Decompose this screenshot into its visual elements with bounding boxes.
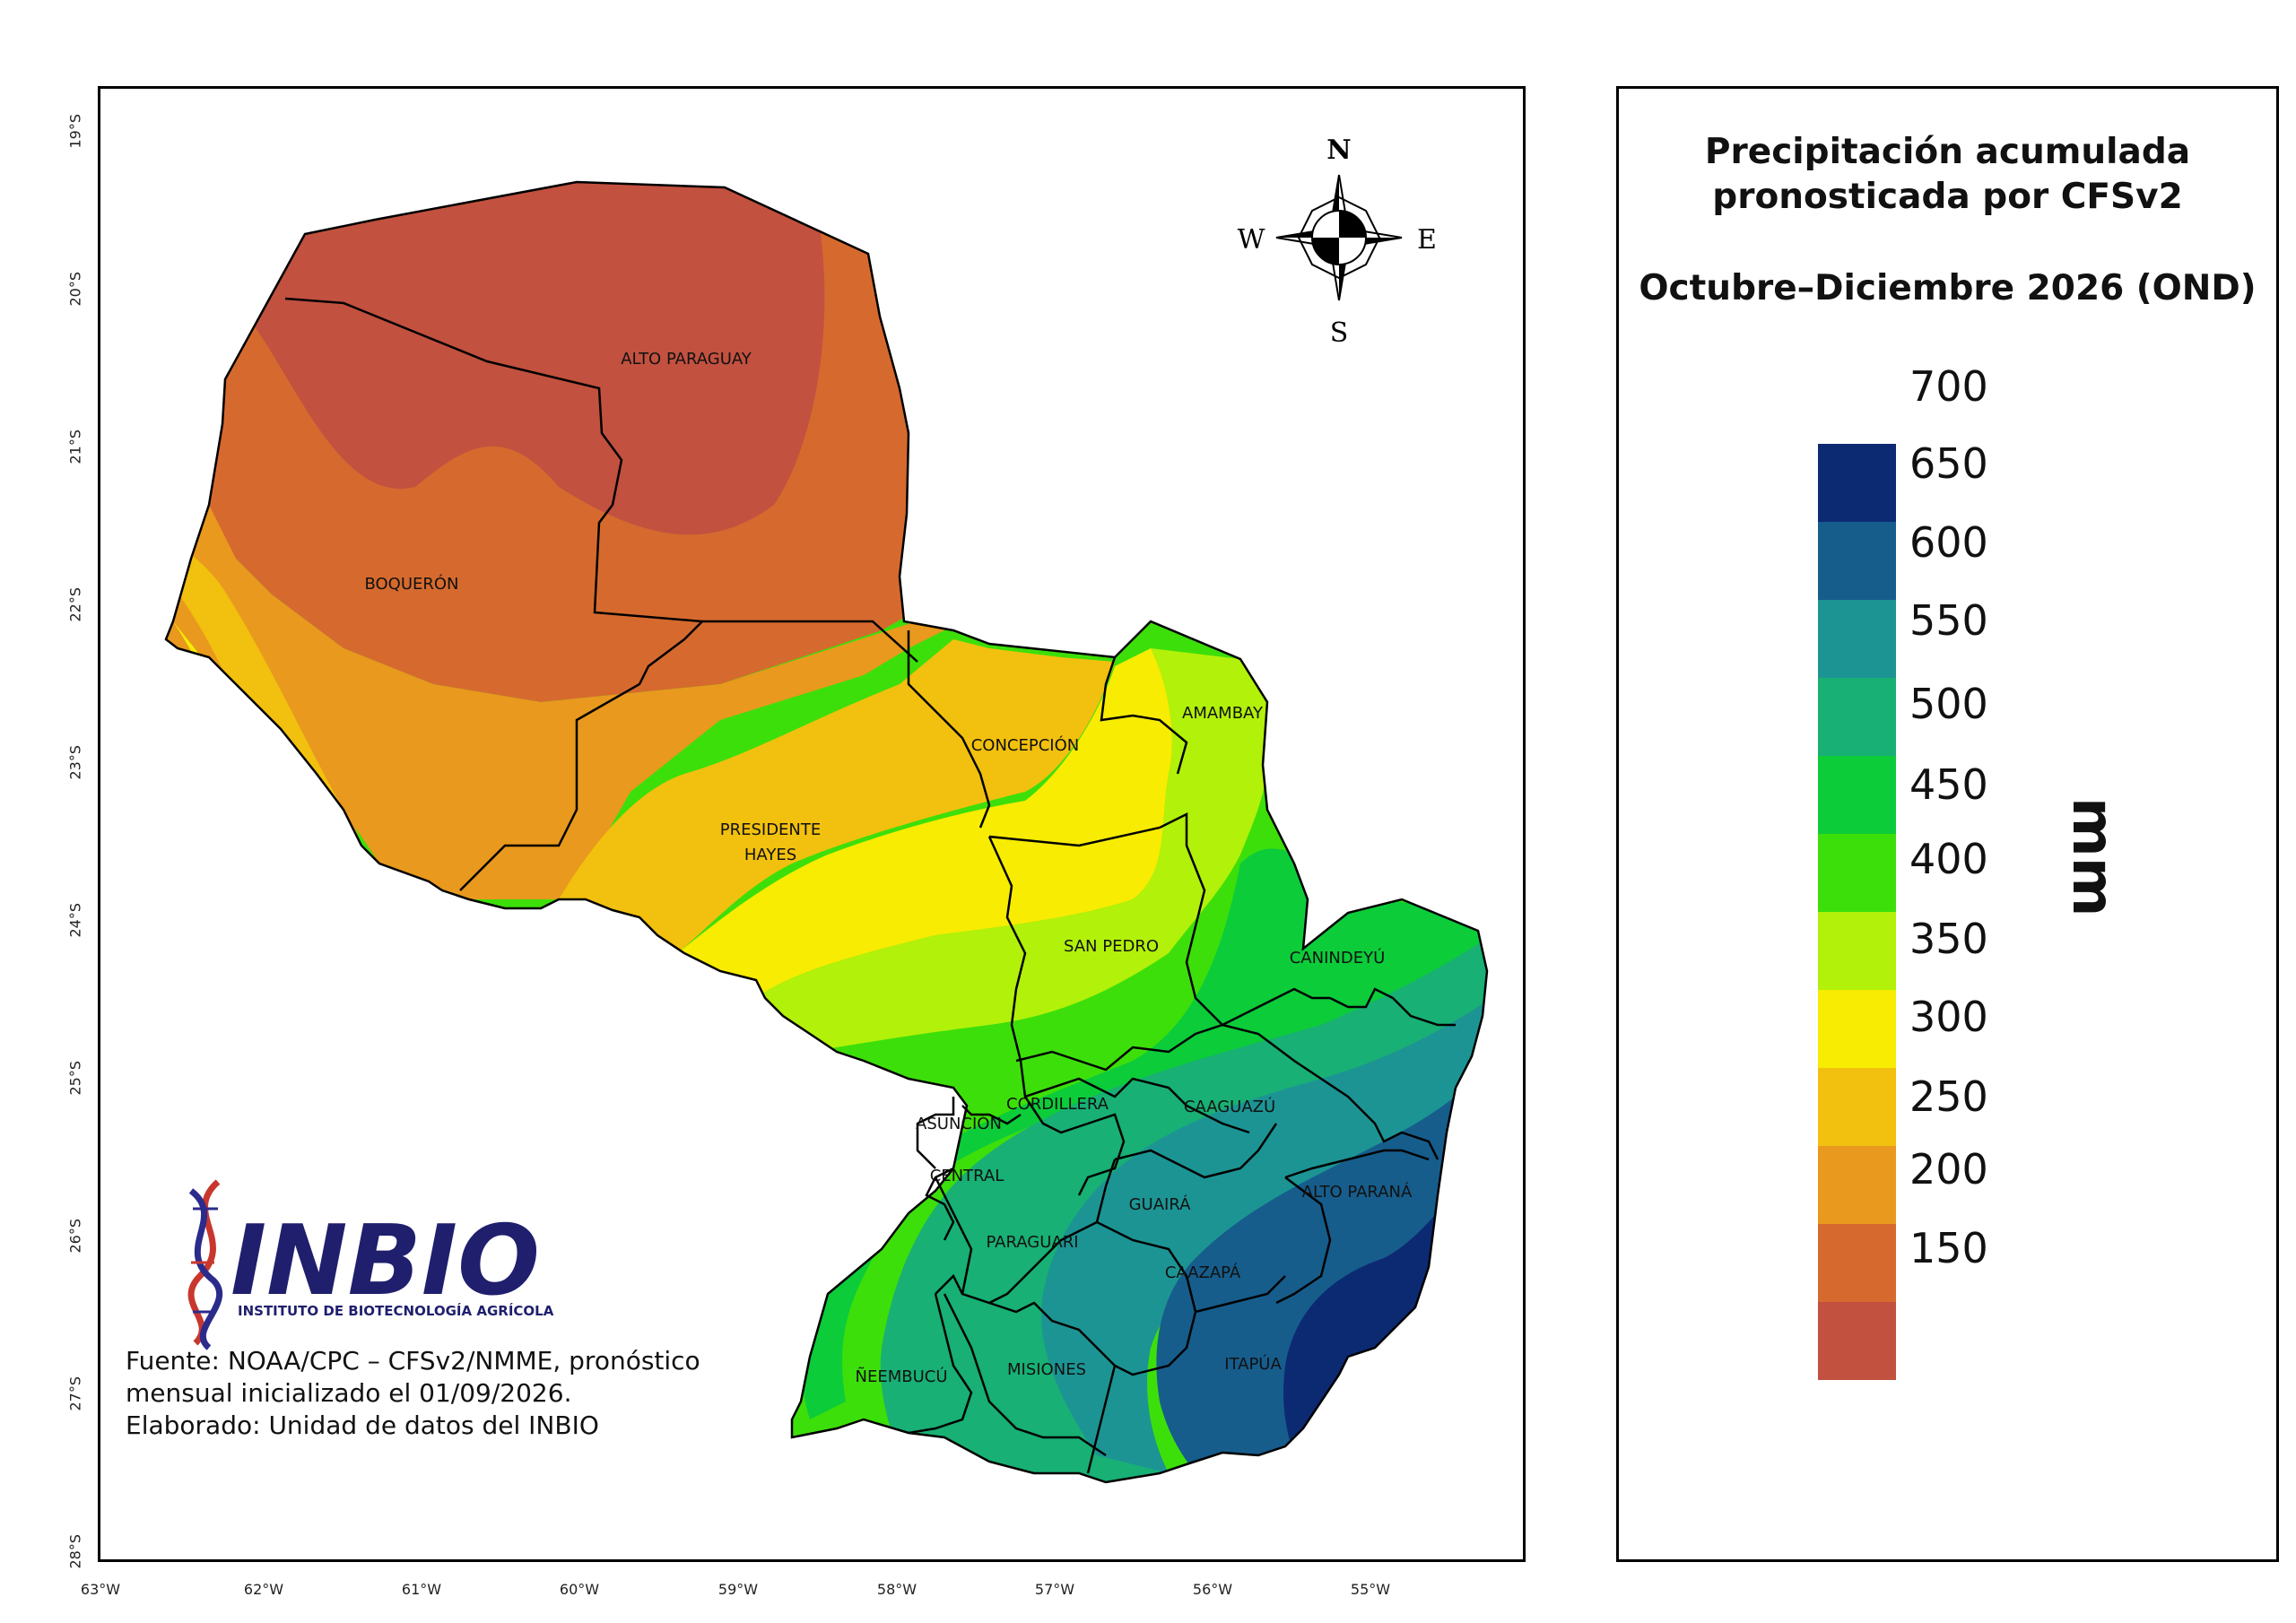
legend-swatch — [1818, 1302, 1896, 1380]
legend-swatch — [1818, 834, 1896, 912]
lon-label: 55°W — [1350, 1581, 1391, 1598]
legend-value-label: 350 — [1909, 915, 1988, 963]
legend-swatch — [1818, 1068, 1896, 1146]
lat-label: 21°S — [66, 429, 84, 464]
legend-value-label: 200 — [1909, 1145, 1988, 1193]
legend-value-label: 400 — [1909, 835, 1988, 883]
label-paraguari: PARAGUARI — [986, 1233, 1078, 1252]
legend-value-label: 500 — [1909, 680, 1988, 728]
label-central: CENTRAL — [930, 1167, 1004, 1185]
lon-label: 62°W — [243, 1581, 284, 1598]
legend-value-label: 250 — [1909, 1072, 1988, 1121]
legend-swatch — [1818, 912, 1896, 990]
lat-label: 27°S — [66, 1376, 84, 1411]
compass-rose: N S E W — [1238, 135, 1437, 349]
legend-value-label: 150 — [1909, 1224, 1988, 1272]
legend-swatch — [1818, 444, 1896, 522]
label-asuncion: ASUNCIÓN — [916, 1114, 1002, 1133]
label-itapua: ITAPÚA — [1224, 1354, 1282, 1374]
label-presidente-hayes-2: HAYES — [744, 846, 796, 864]
legend-title-line1: Precipitación acumulada — [1704, 132, 2191, 172]
lat-label: 24°S — [66, 902, 84, 938]
label-san-pedro: SAN PEDRO — [1064, 937, 1159, 956]
lon-label: 59°W — [718, 1581, 759, 1598]
lat-label: 22°S — [66, 586, 84, 622]
label-concepcion: CONCEPCIÓN — [971, 735, 1080, 755]
label-neembucu: ÑEEMBUCÚ — [855, 1367, 947, 1386]
label-alto-paraguay: ALTO PARAGUAY — [621, 350, 752, 369]
source-note: Fuente: NOAA/CPC – CFSv2/NMME, pronóstic… — [126, 1345, 700, 1442]
color-scale-bar — [1818, 444, 1896, 1380]
map-frame: ALTO PARAGUAY BOQUERÓN PRESIDENTE HAYES … — [98, 86, 1526, 1562]
lat-label: 25°S — [66, 1060, 84, 1096]
compass-n: N — [1326, 135, 1351, 166]
department-labels: ALTO PARAGUAY BOQUERÓN PRESIDENTE HAYES … — [364, 350, 1413, 1386]
source-line: Elaborado: Unidad de datos del INBIO — [126, 1410, 599, 1440]
label-amambay: AMAMBAY — [1182, 704, 1264, 723]
legend-value-label: 450 — [1909, 760, 1988, 809]
legend-value-label: 550 — [1909, 596, 1988, 645]
label-cordillera: CORDILLERA — [1006, 1095, 1109, 1114]
lon-label: 56°W — [1192, 1581, 1233, 1598]
label-caaguazu: CAAGUAZÚ — [1184, 1097, 1275, 1116]
label-presidente-hayes-1: PRESIDENTE — [720, 820, 822, 839]
unit-label: mm — [2059, 797, 2126, 917]
label-caazapa: CAAZAPÁ — [1165, 1263, 1241, 1282]
legend-swatch — [1818, 756, 1896, 834]
label-canindeyu: CANINDEYÚ — [1290, 948, 1386, 968]
compass-s: S — [1330, 317, 1349, 349]
precipitation-map: ALTO PARAGUAY BOQUERÓN PRESIDENTE HAYES … — [164, 135, 1489, 1484]
label-guaira: GUAIRÁ — [1129, 1194, 1192, 1214]
legend-period: Octubre–Diciembre 2026 (OND) — [1639, 268, 2257, 308]
legend-value-label: 650 — [1909, 439, 1988, 488]
label-boqueron: BOQUERÓN — [364, 574, 458, 594]
lon-label: 58°W — [876, 1581, 918, 1598]
lat-label: 20°S — [66, 271, 84, 307]
legend-swatch — [1818, 990, 1896, 1068]
lat-label: 19°S — [66, 113, 84, 149]
compass-w: W — [1238, 224, 1265, 256]
lon-label: 61°W — [401, 1581, 442, 1598]
department-borders — [164, 180, 1489, 1484]
inbio-logo: INBIO INSTITUTO DE BIOTECNOLOGÍA AGRÍCOL… — [187, 1179, 554, 1350]
legend-swatch — [1818, 1224, 1896, 1302]
lon-label: 60°W — [559, 1581, 600, 1598]
legend-value-label: 600 — [1909, 518, 1988, 567]
lat-label: 23°S — [66, 744, 84, 780]
legend-swatch — [1818, 678, 1896, 756]
logo-name: INBIO — [230, 1205, 540, 1317]
lat-label: 26°S — [66, 1218, 84, 1254]
label-misiones: MISIONES — [1007, 1360, 1086, 1379]
legend-title-line2: pronosticada por CFSv2 — [1712, 177, 2183, 217]
legend-value-label: 300 — [1909, 993, 1988, 1041]
lon-label: 57°W — [1034, 1581, 1075, 1598]
legend-value-label: 700 — [1909, 362, 1988, 411]
legend-swatch — [1818, 522, 1896, 600]
legend-swatch — [1818, 600, 1896, 678]
legend-swatch — [1818, 1146, 1896, 1224]
compass-e: E — [1417, 224, 1437, 256]
label-alto-parana: ALTO PARANÁ — [1302, 1182, 1413, 1202]
dna-icon — [187, 1179, 223, 1350]
legend-panel: Precipitación acumulada pronosticada por… — [1616, 86, 2279, 1562]
logo-subtitle: INSTITUTO DE BIOTECNOLOGÍA AGRÍCOLA — [238, 1302, 554, 1319]
lon-label: 63°W — [80, 1581, 121, 1598]
source-line: mensual inicializado el 01/09/2026. — [126, 1378, 572, 1408]
lat-label: 28°S — [66, 1533, 84, 1569]
source-line: Fuente: NOAA/CPC – CFSv2/NMME, pronóstic… — [126, 1346, 700, 1376]
